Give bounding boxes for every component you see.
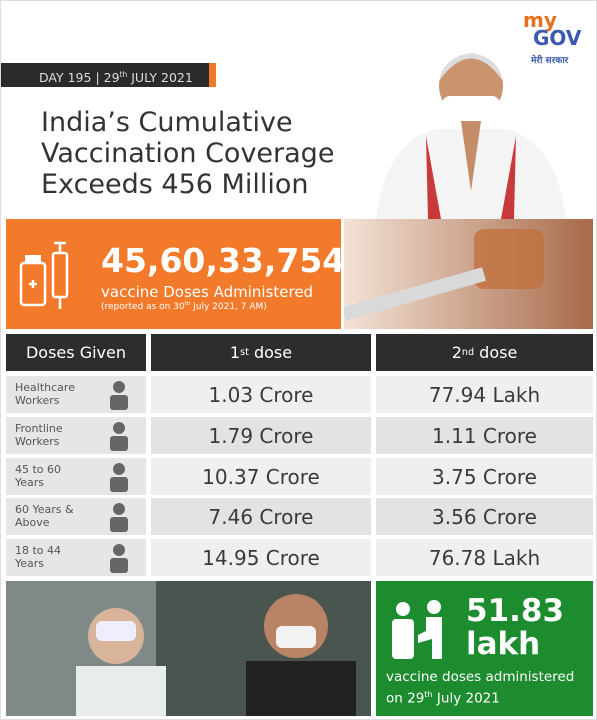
vaccination-photo [6, 581, 371, 716]
row-label-line: 60 Years & [15, 503, 74, 516]
row-icon [110, 544, 128, 573]
date-suffix: th [119, 70, 128, 79]
dose-cell: 77.94 Lakh [376, 376, 593, 413]
daily-value-line: 51.83 [466, 593, 565, 629]
dose-cell: 7.46 Crore [151, 498, 371, 535]
row-label-line: Healthcare [15, 381, 75, 394]
date-prefix: on 29 [386, 690, 425, 707]
row-icon [110, 422, 128, 451]
dose-word: dose [479, 343, 518, 362]
row-label: Healthcare Workers [15, 381, 75, 407]
row-label-line: Workers [15, 394, 60, 407]
title-line: Vaccination Coverage [41, 138, 335, 169]
row-icon [110, 463, 128, 492]
date-bar: DAY 195 | 29th JULY 2021 [1, 63, 216, 87]
row-label: 18 to 44 Years [15, 544, 61, 570]
daily-text: vaccine doses administered [386, 669, 575, 685]
row-icon [110, 503, 128, 532]
table-header: Doses Given [6, 334, 146, 371]
total-label: vaccine Doses Administered [101, 283, 314, 301]
dose-sup: nd [461, 347, 475, 358]
daily-value-line: lakh [466, 626, 541, 662]
portrait [376, 53, 566, 219]
daily-date: on 29th July 2021 [386, 686, 574, 708]
vaccine-icon [19, 241, 69, 309]
row-label-line: 18 to 44 [15, 544, 62, 557]
logo-my: my [523, 8, 557, 32]
row-icon [110, 381, 128, 410]
row-label-line: Years [15, 476, 45, 489]
dose-cell: 1.11 Crore [376, 417, 593, 454]
note-rest: July 2021, 7 AM) [193, 302, 267, 312]
vaccination-icon [392, 600, 442, 659]
title-line: Exceeds 456 Million [41, 169, 309, 200]
dose-num: 2 [451, 343, 462, 362]
dose-word: dose [253, 343, 293, 362]
row-label-line: Frontline [15, 422, 63, 435]
title: India’s Cumulative Vaccination Coverage … [41, 107, 334, 200]
dose-num: 1 [229, 343, 241, 362]
total-note: (reported as on 30th July 2021, 7 AM) [101, 301, 267, 312]
day: DAY 195 [39, 70, 92, 86]
total-box [6, 219, 341, 329]
row-label-line: Years [15, 557, 45, 570]
dose-cell: 1.79 Crore [151, 417, 371, 454]
vaccine-photo [344, 219, 593, 329]
dose-cell: 10.37 Crore [151, 458, 371, 495]
daily-label: vaccine doses administered on 29th July … [386, 669, 574, 708]
dose-cell: 14.95 Crore [151, 539, 371, 576]
dose-sup: st [240, 347, 249, 358]
note-prefix: (reported as on 30 [101, 302, 185, 312]
row-label-line: 45 to 60 [15, 463, 62, 476]
dose-cell: 3.75 Crore [376, 458, 593, 495]
separator: | [95, 70, 100, 86]
logo-tagline: मेरी सरकार [531, 56, 569, 66]
title-line: India’s Cumulative [41, 107, 293, 138]
date-day: 29 [103, 70, 120, 86]
date-suffix: th [424, 689, 433, 699]
logo-gov: GOV [533, 26, 582, 50]
daily-value: 51.83 lakh [466, 595, 564, 661]
dose-cell: 1.03 Crore [151, 376, 371, 413]
total-value: 45,60,33,754 [101, 241, 346, 280]
dose-cell: 3.56 Crore [376, 498, 593, 535]
row-label-line: Above [15, 516, 50, 529]
date-rest: July 2021 [436, 690, 500, 707]
row-label-line: Workers [15, 435, 60, 448]
row-label: Frontline Workers [15, 422, 63, 448]
logo: my GOV मेरी सरकार [523, 8, 582, 70]
row-label: 60 Years & Above [15, 503, 74, 529]
note-suffix: th [184, 301, 191, 307]
date-rest: JULY 2021 [131, 70, 193, 86]
row-label: 45 to 60 Years [15, 463, 61, 489]
dose-cell: 76.78 Lakh [376, 539, 593, 576]
